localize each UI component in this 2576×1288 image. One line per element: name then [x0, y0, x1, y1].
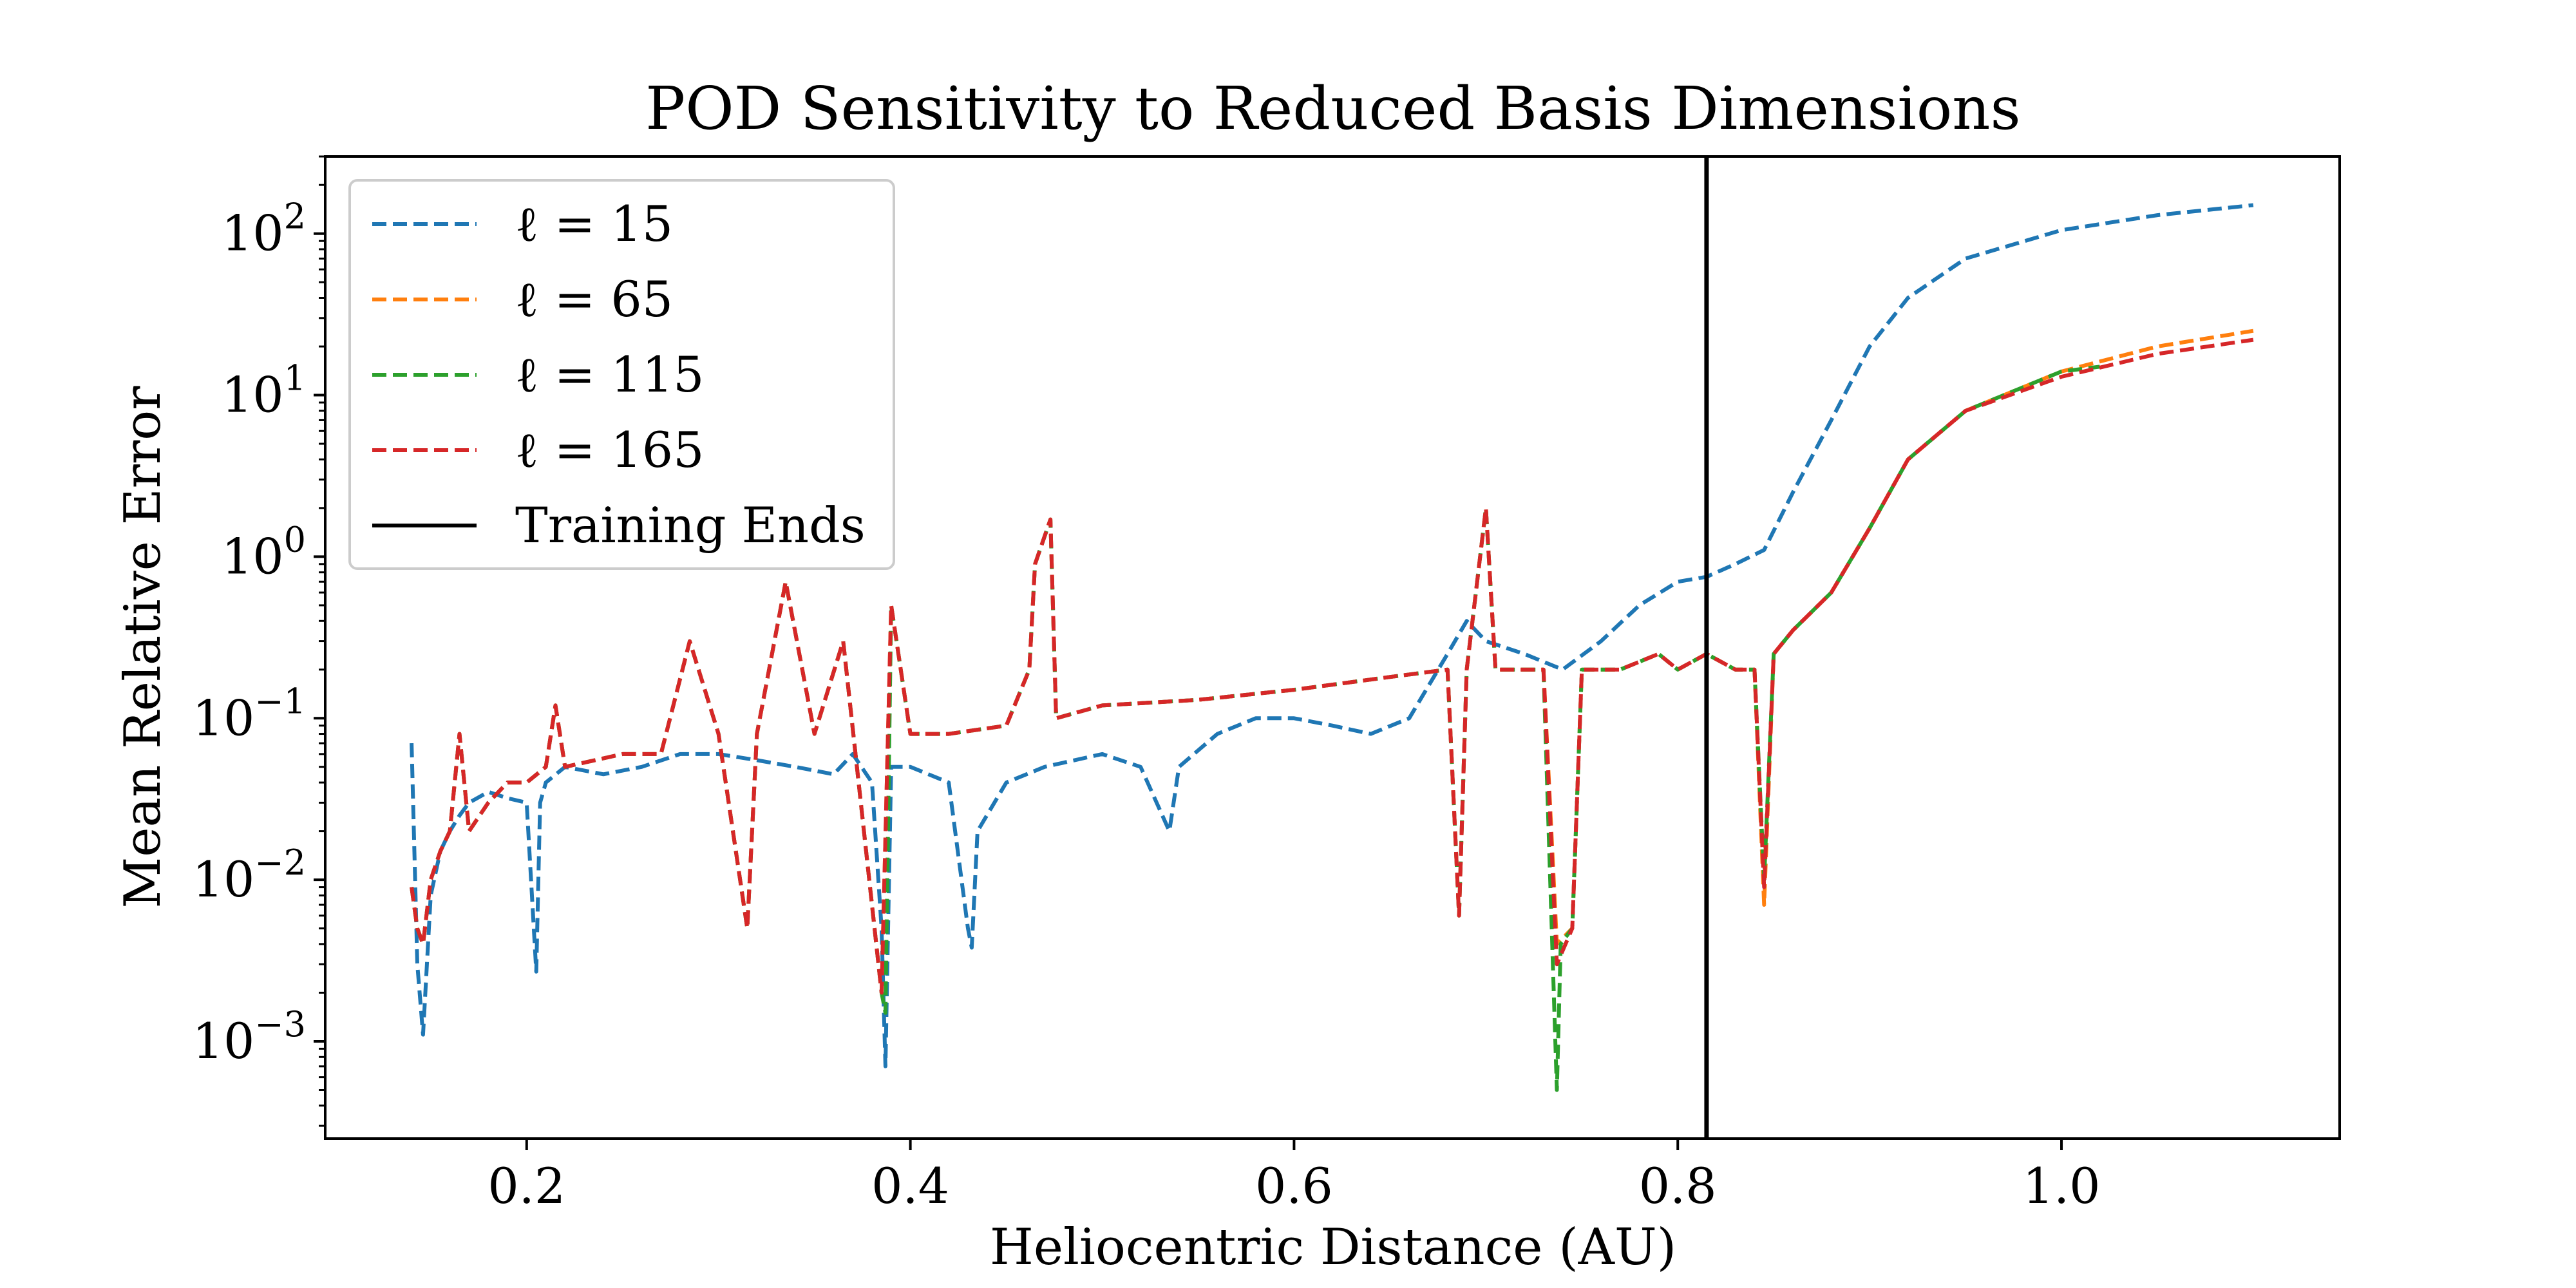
legend-label-1: ℓ = 15	[515, 195, 673, 252]
series-layer	[410, 203, 2254, 1092]
series-line-4	[410, 337, 2254, 995]
legend-frame	[348, 179, 895, 570]
y-tick-label: 101	[222, 358, 306, 424]
x-tick-label: 0.4	[871, 1157, 949, 1215]
y-tick-label: 10−1	[193, 681, 306, 746]
y-tick-label: 10−2	[193, 842, 306, 908]
legend: ℓ = 15 ℓ = 65 ℓ = 115 ℓ = 165 Training Ends	[348, 179, 895, 570]
plot-area-frame	[324, 155, 2341, 1140]
y-tick-label: 102	[222, 196, 306, 262]
series-line-1	[410, 203, 2254, 1068]
legend-label-5: Training Ends	[515, 497, 866, 554]
x-tick-label: 1.0	[2023, 1157, 2101, 1215]
x-axis-label: Heliocentric Distance (AU)	[990, 1218, 1676, 1276]
legend-label-2: ℓ = 65	[515, 270, 673, 328]
x-tick-label: 0.2	[488, 1157, 565, 1215]
x-tick-label: 0.6	[1255, 1157, 1333, 1215]
x-axis: 0.2 0.4 0.6 0.8 1.0	[488, 1139, 2100, 1215]
y-tick-label: 10−3	[193, 1004, 306, 1070]
y-axis: 10−3 10−2 10−1 100 101 102	[193, 155, 325, 1127]
x-tick-label: 0.8	[1639, 1157, 1717, 1215]
legend-label-3: ℓ = 115	[515, 346, 704, 403]
legend-label-4: ℓ = 165	[515, 421, 704, 478]
y-axis-label: Mean Relative Error	[114, 386, 172, 909]
y-tick-label: 100	[222, 519, 306, 585]
chart-title: POD Sensitivity to Reduced Basis Dimensi…	[645, 74, 2020, 143]
